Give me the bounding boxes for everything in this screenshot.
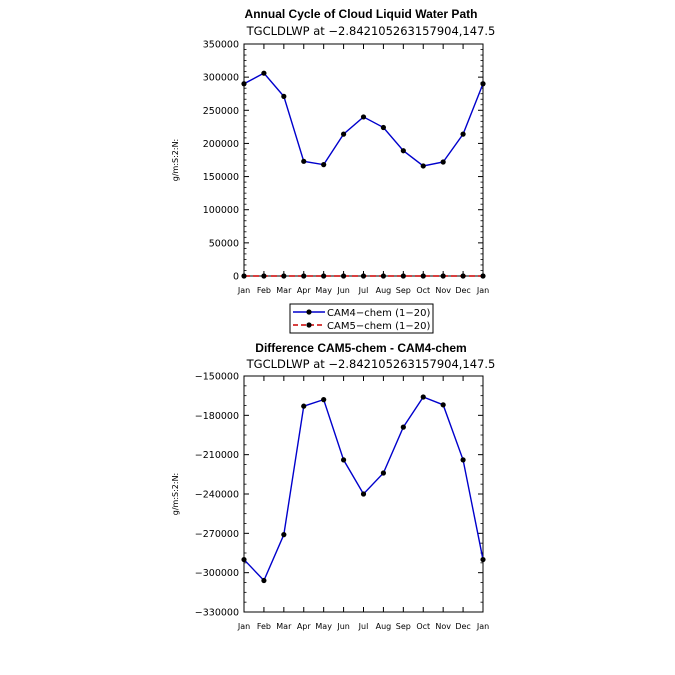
x-tick-label: Oct	[416, 622, 430, 631]
data-point	[301, 158, 307, 164]
legend-box	[289, 303, 434, 334]
data-point	[380, 124, 387, 131]
chart-subtitle: TGCLDLWP at −2.842105263157904,147.5	[246, 24, 496, 38]
data-point	[340, 131, 347, 137]
x-tick-label: Apr	[297, 622, 312, 631]
data-point	[321, 273, 327, 279]
x-tick-label: Mar	[276, 286, 292, 295]
data-point	[440, 402, 446, 408]
y-tick-label: 0	[233, 272, 239, 283]
y-tick-label: 250000	[203, 106, 239, 117]
data-point	[440, 273, 446, 279]
x-tick-label: Dec	[455, 286, 470, 295]
legend-label: CAM5−chem (1−20)	[327, 321, 430, 332]
y-tick-label: 350000	[203, 40, 239, 51]
data-point	[380, 273, 387, 279]
data-point	[480, 273, 486, 279]
x-tick-label: Jan	[476, 622, 489, 631]
data-point	[340, 457, 347, 463]
x-tick-label: Sep	[396, 622, 411, 631]
x-tick-label: Feb	[257, 622, 271, 631]
x-tick-label: Jan	[237, 286, 250, 295]
y-tick-label: −240000	[195, 490, 239, 501]
data-point	[460, 457, 466, 463]
data-point	[360, 114, 367, 120]
y-tick-label: −330000	[195, 608, 239, 619]
data-point	[400, 148, 406, 154]
x-tick-label: Jan	[237, 622, 250, 631]
x-tick-label: Jun	[336, 286, 350, 295]
y-axis-label: g/m:S:2:N:	[171, 473, 180, 516]
x-tick-label: Feb	[257, 286, 271, 295]
x-tick-label: Jun	[336, 622, 350, 631]
data-point	[281, 273, 287, 279]
data-point	[480, 81, 486, 87]
data-point	[400, 424, 406, 430]
data-point	[360, 491, 367, 497]
legend-marker	[306, 322, 312, 328]
data-point	[281, 93, 287, 99]
y-tick-label: 200000	[203, 139, 239, 150]
data-point	[241, 273, 247, 279]
x-tick-label: Oct	[416, 286, 430, 295]
y-tick-label: 150000	[203, 172, 239, 183]
x-tick-label: Nov	[435, 622, 451, 631]
chart-title: Difference CAM5-chem - CAM4-chem	[255, 341, 466, 355]
x-tick-label: Jan	[476, 286, 489, 295]
data-point	[261, 577, 267, 584]
y-tick-label: 50000	[209, 238, 239, 249]
data-point	[420, 394, 426, 400]
data-point	[420, 273, 426, 279]
data-point	[261, 273, 267, 279]
x-tick-label: May	[315, 286, 332, 295]
x-tick-label: Sep	[396, 286, 411, 295]
x-tick-label: Aug	[376, 622, 392, 631]
data-point	[340, 273, 347, 279]
data-point	[281, 532, 287, 538]
x-tick-label: Nov	[435, 286, 451, 295]
data-point	[241, 81, 247, 87]
x-tick-label: Aug	[376, 286, 392, 295]
y-tick-label: −180000	[195, 411, 239, 422]
x-tick-label: Jul	[358, 286, 369, 295]
legend-label: CAM4−chem (1−20)	[327, 308, 430, 319]
data-point	[241, 556, 247, 563]
y-axis-label: g/m:S:2:N:	[171, 139, 180, 182]
series-line	[243, 396, 484, 582]
data-point	[380, 470, 387, 476]
data-point	[480, 556, 486, 563]
data-point	[301, 273, 307, 279]
series-line	[243, 72, 484, 167]
y-tick-label: 300000	[203, 73, 239, 84]
data-point	[321, 162, 327, 168]
data-point	[400, 273, 406, 279]
x-tick-label: Mar	[276, 622, 292, 631]
y-tick-label: 100000	[203, 205, 239, 216]
data-point	[321, 397, 327, 403]
data-point	[261, 70, 267, 76]
data-point	[420, 163, 426, 169]
data-point	[301, 403, 307, 409]
data-point	[360, 273, 367, 279]
y-tick-label: −270000	[195, 529, 239, 540]
data-point	[460, 273, 466, 279]
chart-subtitle: TGCLDLWP at −2.842105263157904,147.5	[246, 357, 496, 371]
data-point	[440, 159, 446, 165]
chart-title: Annual Cycle of Cloud Liquid Water Path	[245, 7, 478, 21]
x-tick-label: Dec	[455, 622, 470, 631]
legend-marker	[306, 309, 312, 315]
x-tick-label: May	[315, 622, 332, 631]
data-point	[460, 131, 466, 137]
x-tick-label: Jul	[358, 622, 369, 631]
y-tick-label: −150000	[195, 372, 239, 383]
y-tick-label: −300000	[195, 568, 239, 579]
x-tick-label: Apr	[297, 286, 312, 295]
plot-frame	[243, 43, 484, 277]
y-tick-label: −210000	[195, 450, 239, 461]
